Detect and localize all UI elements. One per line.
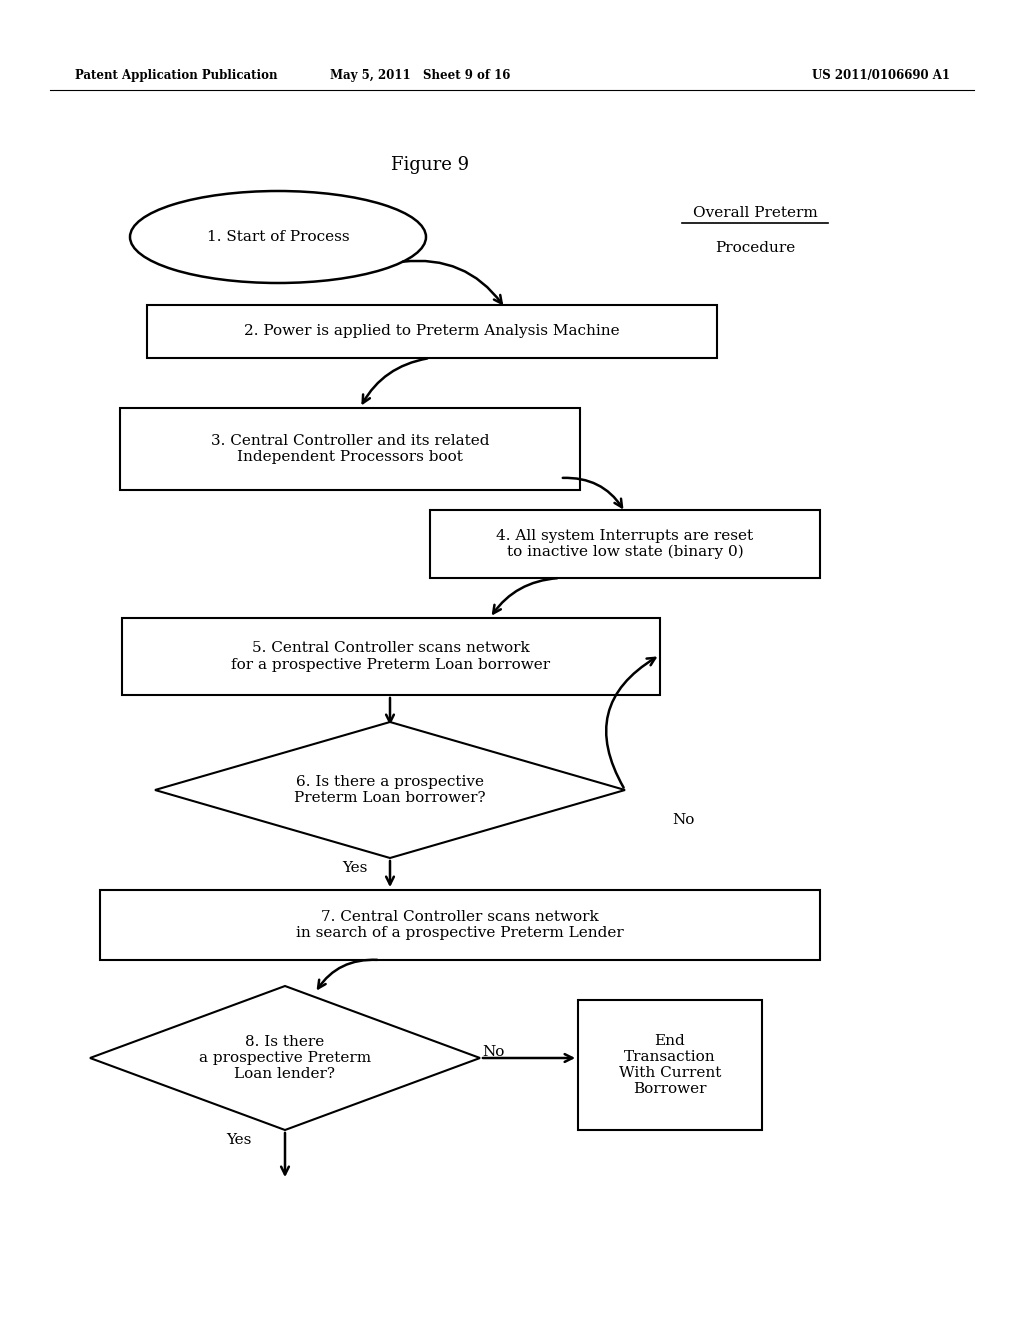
FancyBboxPatch shape <box>120 408 580 490</box>
Text: 3. Central Controller and its related
Independent Processors boot: 3. Central Controller and its related In… <box>211 434 489 465</box>
Text: 6. Is there a prospective
Preterm Loan borrower?: 6. Is there a prospective Preterm Loan b… <box>294 775 485 805</box>
Ellipse shape <box>130 191 426 282</box>
Text: Yes: Yes <box>343 861 368 875</box>
Text: Yes: Yes <box>226 1133 252 1147</box>
Text: Patent Application Publication: Patent Application Publication <box>75 69 278 82</box>
Polygon shape <box>90 986 480 1130</box>
Text: Overall Preterm: Overall Preterm <box>692 206 817 220</box>
Text: 8. Is there
a prospective Preterm
Loan lender?: 8. Is there a prospective Preterm Loan l… <box>199 1035 371 1081</box>
Text: 4. All system Interrupts are reset
to inactive low state (binary 0): 4. All system Interrupts are reset to in… <box>497 529 754 560</box>
Text: No: No <box>672 813 694 828</box>
Text: 5. Central Controller scans network
for a prospective Preterm Loan borrower: 5. Central Controller scans network for … <box>231 642 551 672</box>
Text: No: No <box>482 1045 505 1059</box>
Text: 1. Start of Process: 1. Start of Process <box>207 230 349 244</box>
Text: End
Transaction
With Current
Borrower: End Transaction With Current Borrower <box>618 1034 721 1097</box>
Text: Procedure: Procedure <box>715 242 795 255</box>
FancyBboxPatch shape <box>147 305 717 358</box>
Text: Figure 9: Figure 9 <box>391 156 469 174</box>
FancyBboxPatch shape <box>100 890 820 960</box>
FancyBboxPatch shape <box>578 1001 762 1130</box>
FancyBboxPatch shape <box>430 510 820 578</box>
Text: US 2011/0106690 A1: US 2011/0106690 A1 <box>812 69 950 82</box>
Text: May 5, 2011   Sheet 9 of 16: May 5, 2011 Sheet 9 of 16 <box>330 69 510 82</box>
Text: 7. Central Controller scans network
in search of a prospective Preterm Lender: 7. Central Controller scans network in s… <box>296 909 624 940</box>
FancyBboxPatch shape <box>122 618 660 696</box>
Text: 2. Power is applied to Preterm Analysis Machine: 2. Power is applied to Preterm Analysis … <box>244 325 620 338</box>
Polygon shape <box>155 722 625 858</box>
